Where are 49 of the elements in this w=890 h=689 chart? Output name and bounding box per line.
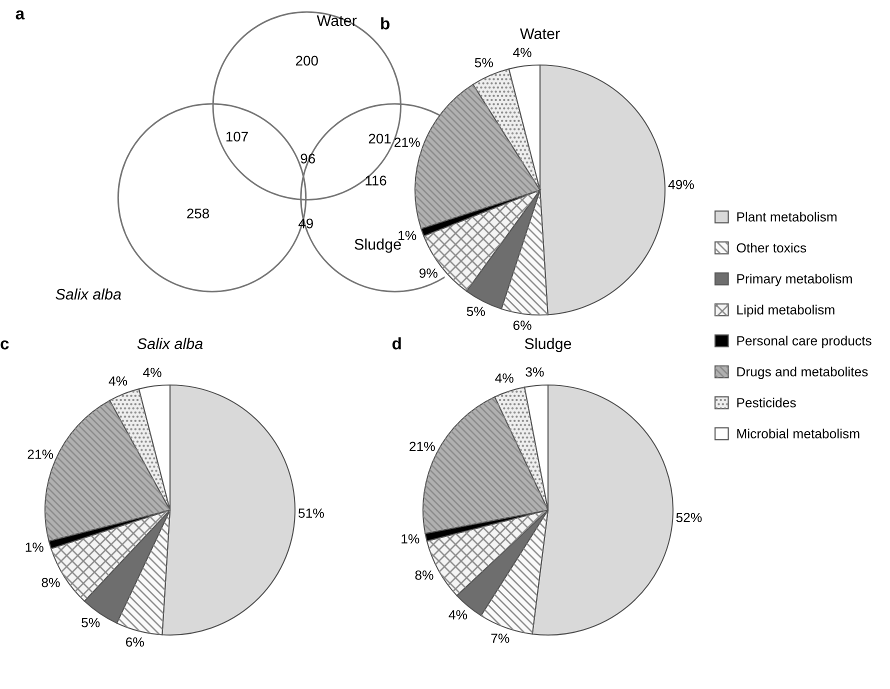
data-label: 7% (491, 634, 510, 643)
data-label: 4% (495, 373, 514, 383)
text: 96 (300, 154, 315, 164)
data-label: 6% (126, 637, 144, 647)
text: c (0, 340, 9, 350)
text: a (16, 10, 25, 20)
data-label: 1% (26, 542, 44, 552)
data-label: 1% (402, 534, 420, 544)
text: Water (316, 15, 357, 26)
chart-title: Water (520, 28, 560, 40)
text: 116 (366, 176, 386, 186)
chart-title: Salix alba (137, 338, 203, 350)
data-label: 4% (143, 368, 162, 378)
legend-label: Primary metabolism (737, 274, 852, 286)
data-label: 3% (526, 367, 544, 377)
legend-label: Personal care products (737, 336, 872, 348)
data-label: 51% (298, 508, 324, 518)
data-label: 4% (513, 48, 532, 58)
data-label: 5% (474, 58, 493, 68)
data-label: 21% (28, 450, 54, 459)
data-label: 52% (676, 512, 702, 522)
legend-label: Lipid metabolism (737, 304, 834, 318)
text: 107 (226, 132, 248, 142)
text: 258 (187, 208, 210, 218)
legend-label: Microbial metabolism (737, 428, 860, 438)
data-label: 49% (668, 180, 694, 190)
data-label: 1% (398, 230, 416, 240)
legend-label: Other toxics (736, 242, 806, 253)
text: 201 (368, 134, 391, 144)
text: 49 (298, 218, 313, 228)
text: Salix alba (56, 288, 121, 300)
data-label: 6% (513, 320, 532, 330)
legend-label: Drugs and metabolites (737, 366, 868, 380)
data-label: 5% (466, 306, 485, 316)
data-label: 8% (42, 578, 60, 588)
text: d (392, 337, 401, 350)
data-label: 21% (394, 138, 420, 147)
data-label: 9% (419, 268, 438, 278)
text: 200 (296, 56, 318, 66)
text: b (381, 17, 390, 30)
legend-label: Plant metabolism (737, 212, 837, 222)
data-label: 21% (410, 442, 435, 452)
text: Sludge (354, 238, 401, 253)
data-label: 4% (448, 610, 468, 620)
data-label: 4% (108, 376, 128, 386)
data-label: 8% (415, 570, 434, 580)
data-label: 5% (82, 618, 100, 628)
chart-title: Sludge (524, 338, 572, 352)
legend-label: Pesticides (737, 398, 796, 408)
